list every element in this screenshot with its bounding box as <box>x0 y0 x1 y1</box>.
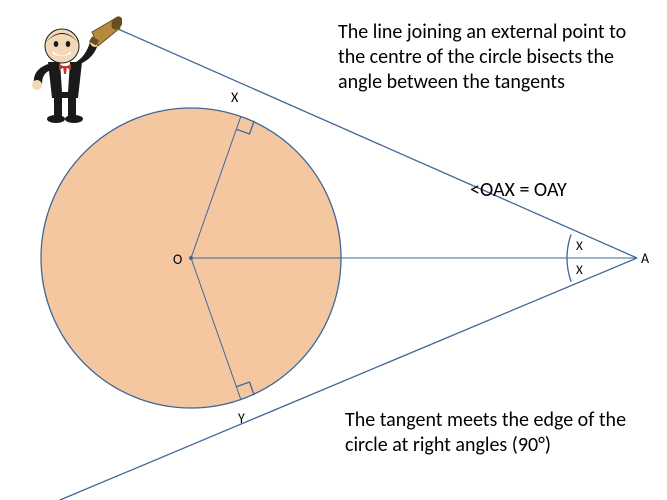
label-X: X <box>231 89 239 106</box>
point-O <box>189 256 193 260</box>
label-Y: Y <box>238 410 245 427</box>
bottom-description: The tangent meets the edge of the circle… <box>345 408 645 458</box>
top-description: The line joining an external point to th… <box>338 20 638 95</box>
angle-label-x-bottom: X <box>576 263 583 278</box>
announcer-icon <box>12 14 122 124</box>
angle-label-x-top: X <box>576 239 583 254</box>
label-A: A <box>641 250 650 267</box>
angle-equation: <OAX = OAY <box>470 178 667 203</box>
label-O: O <box>173 251 182 268</box>
